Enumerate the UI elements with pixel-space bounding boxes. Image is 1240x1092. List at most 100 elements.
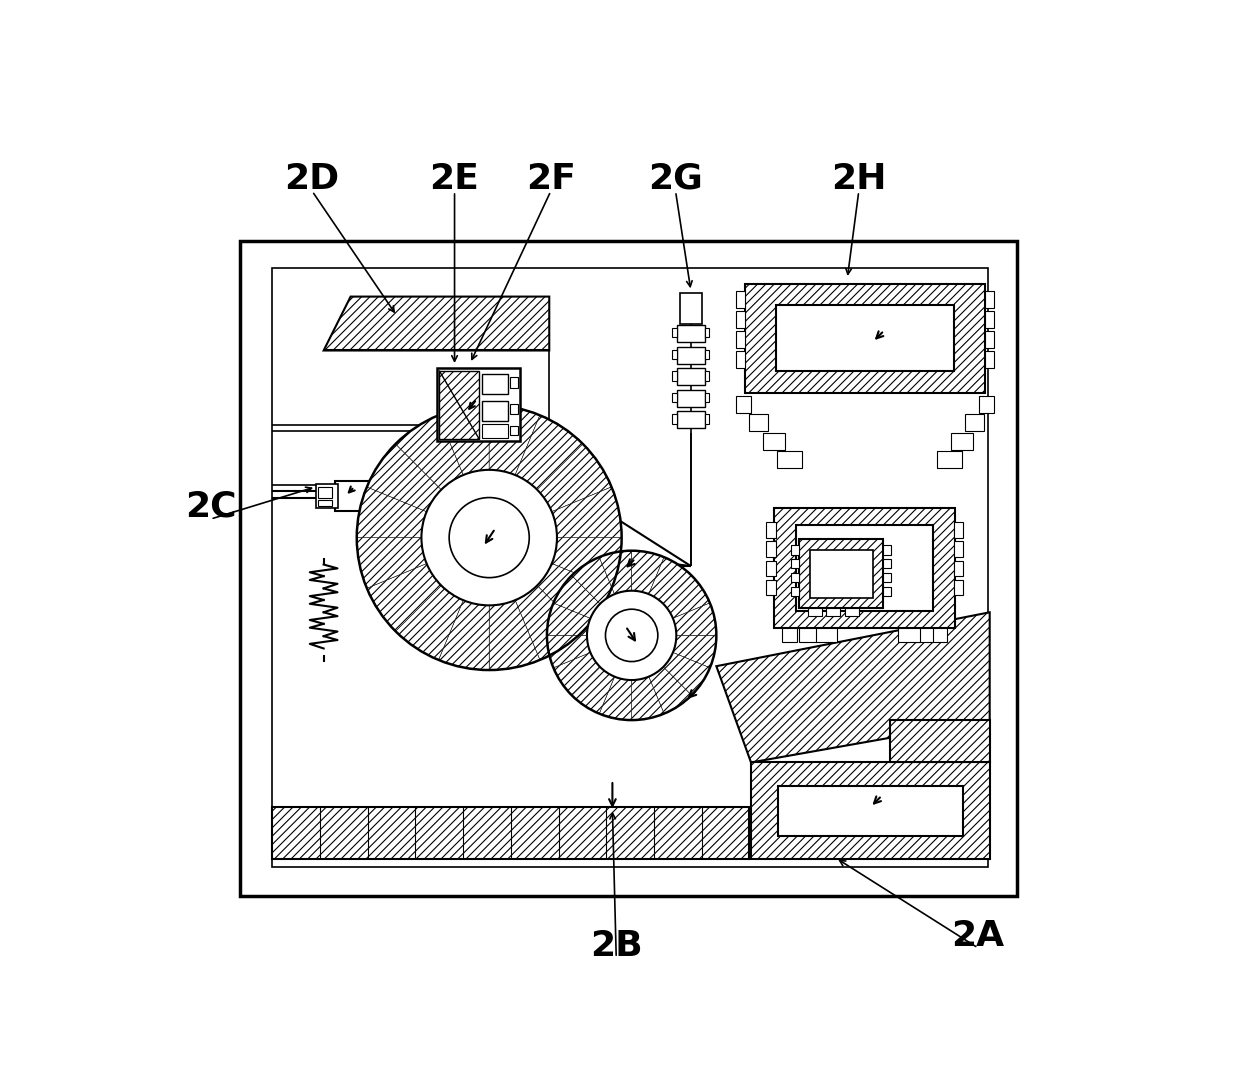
Wedge shape <box>552 487 621 537</box>
Bar <box>677 325 704 342</box>
Wedge shape <box>673 603 717 636</box>
Text: 2G: 2G <box>649 162 703 195</box>
Bar <box>791 586 799 596</box>
Wedge shape <box>553 653 600 696</box>
Circle shape <box>422 470 557 605</box>
Circle shape <box>547 550 717 720</box>
Bar <box>439 370 479 439</box>
Wedge shape <box>515 585 583 660</box>
Bar <box>751 762 990 859</box>
Bar <box>766 522 776 537</box>
Bar <box>677 346 704 364</box>
Bar <box>932 628 947 642</box>
Text: 2C: 2C <box>185 490 236 524</box>
Wedge shape <box>367 444 441 512</box>
Bar <box>951 432 972 450</box>
Wedge shape <box>490 601 539 670</box>
Wedge shape <box>490 405 539 475</box>
Bar <box>749 414 768 431</box>
Bar <box>766 560 776 577</box>
Bar <box>985 292 994 308</box>
Circle shape <box>357 405 621 670</box>
Wedge shape <box>599 677 631 720</box>
Bar <box>937 451 962 468</box>
Bar <box>735 292 745 308</box>
Bar <box>791 573 799 582</box>
Wedge shape <box>673 636 717 668</box>
Bar <box>677 390 704 406</box>
Bar <box>704 414 709 424</box>
Bar <box>735 396 751 413</box>
Bar <box>704 329 709 337</box>
Circle shape <box>605 609 658 662</box>
Wedge shape <box>367 563 441 631</box>
Bar <box>481 401 507 420</box>
Bar <box>810 550 873 597</box>
Wedge shape <box>649 557 692 604</box>
Bar <box>672 393 677 402</box>
Bar <box>796 525 934 610</box>
Wedge shape <box>553 575 600 618</box>
Bar <box>776 305 955 371</box>
Bar <box>672 414 677 424</box>
Bar <box>774 509 955 628</box>
Wedge shape <box>631 677 665 720</box>
Wedge shape <box>663 575 711 618</box>
Bar <box>316 484 337 509</box>
Bar <box>436 368 520 441</box>
Bar <box>735 311 745 329</box>
Bar <box>481 424 507 438</box>
Text: 2H: 2H <box>831 162 887 195</box>
Bar <box>954 522 962 537</box>
Circle shape <box>587 591 676 680</box>
Wedge shape <box>552 537 621 589</box>
Bar <box>681 293 702 323</box>
Wedge shape <box>357 487 427 537</box>
Bar <box>883 545 892 555</box>
Wedge shape <box>663 653 711 696</box>
Wedge shape <box>572 667 615 714</box>
Bar <box>704 349 709 359</box>
Text: 2D: 2D <box>284 162 340 195</box>
Wedge shape <box>547 636 590 668</box>
Bar <box>954 580 962 595</box>
Wedge shape <box>649 667 692 714</box>
Bar <box>335 482 370 511</box>
Bar <box>883 559 892 569</box>
Wedge shape <box>439 601 490 670</box>
Bar <box>510 426 517 436</box>
Wedge shape <box>515 415 583 489</box>
Bar <box>672 371 677 380</box>
Bar <box>319 500 332 506</box>
Bar <box>791 559 799 569</box>
Bar <box>799 539 883 608</box>
Bar <box>510 378 517 389</box>
Bar <box>677 412 704 428</box>
Polygon shape <box>324 297 549 351</box>
Wedge shape <box>357 537 427 589</box>
Bar <box>826 608 841 616</box>
Bar <box>808 608 822 616</box>
Bar <box>965 414 983 431</box>
Wedge shape <box>537 563 611 631</box>
Bar <box>883 573 892 582</box>
Text: 2B: 2B <box>590 928 642 963</box>
Circle shape <box>449 498 529 578</box>
Bar <box>672 329 677 337</box>
Bar <box>889 720 990 762</box>
Wedge shape <box>537 444 611 512</box>
Bar <box>510 404 517 414</box>
Bar <box>766 542 776 557</box>
Bar <box>677 368 704 385</box>
Wedge shape <box>547 603 590 636</box>
Bar <box>883 586 892 596</box>
Bar <box>241 241 1017 895</box>
Bar <box>985 352 994 368</box>
Wedge shape <box>631 550 665 594</box>
Polygon shape <box>717 613 990 762</box>
Bar <box>481 375 507 394</box>
Bar <box>985 311 994 329</box>
Bar <box>735 331 745 348</box>
Bar <box>777 785 962 836</box>
Wedge shape <box>396 415 464 489</box>
